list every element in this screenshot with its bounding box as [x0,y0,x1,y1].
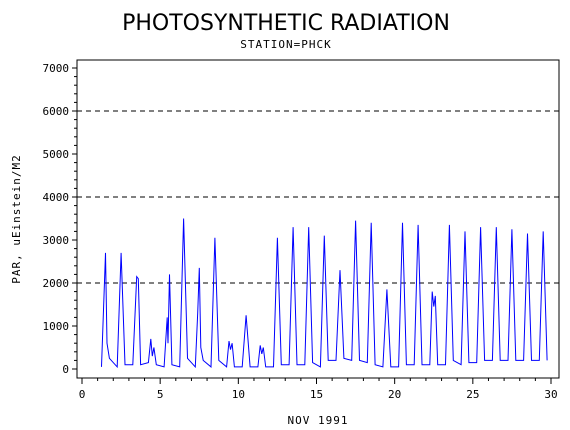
x-axis-label: NOV 1991 [288,414,349,427]
plot-frame [76,59,560,379]
reference-lines [77,110,559,284]
y-axis-label: PAR, uEinstein/M2 [10,154,23,284]
x-tick-label: 25 [466,388,479,401]
y-tick-label: 1000 [43,320,70,333]
y-tick-label: 7000 [43,62,70,75]
x-tick-label: 0 [79,388,86,401]
y-tick-label: 6000 [43,105,70,118]
chart-subtitle: STATION=PHCK [240,38,331,51]
x-axis: 0 5 10 15 20 25 30 [79,378,558,401]
y-tick-label: 0 [62,363,69,376]
x-tick-label: 30 [544,388,557,401]
y-tick-label: 4000 [43,191,70,204]
y-tick-label: 3000 [43,234,70,247]
chart-title: PHOTOSYNTHETIC RADIATION [122,11,450,36]
series-line [101,218,548,369]
x-tick-label: 15 [310,388,323,401]
y-axis: 0 1000 2000 3000 4000 5000 6000 7000 [43,62,77,376]
x-tick-label: 5 [157,388,164,401]
y-tick-label: 5000 [43,148,70,161]
series-group [101,218,548,369]
x-tick-label: 20 [388,388,401,401]
x-tick-label: 10 [232,388,245,401]
y-tick-label: 2000 [43,277,70,290]
